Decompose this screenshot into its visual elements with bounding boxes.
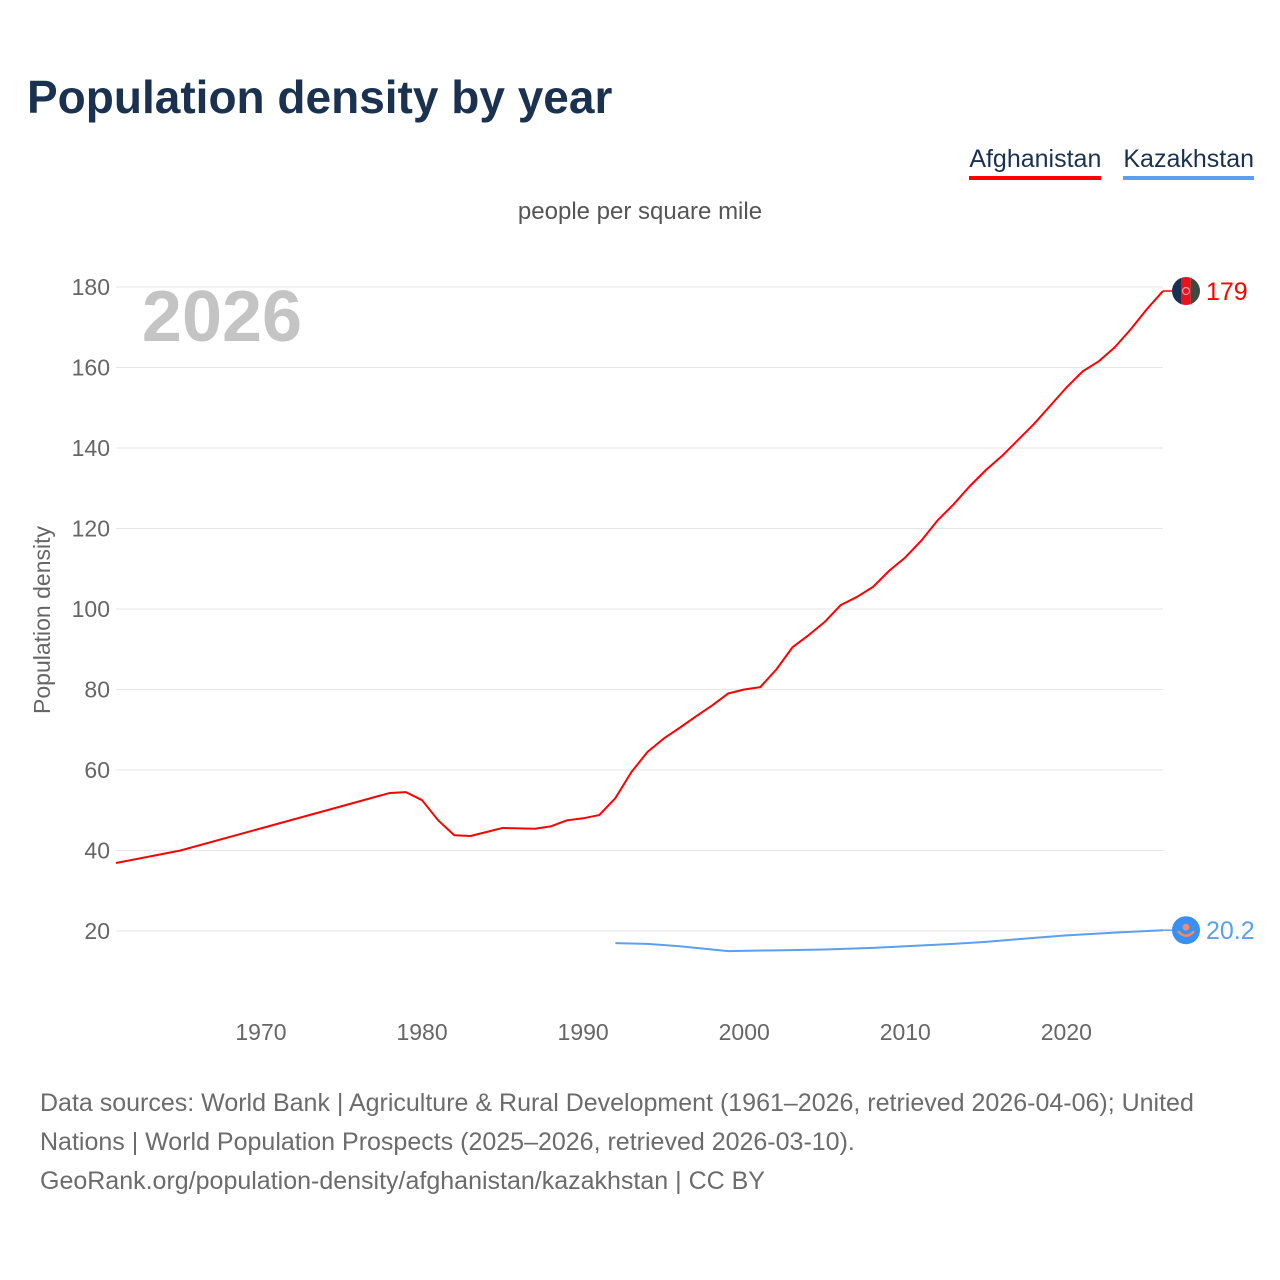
afghanistan-flag-icon [1172,277,1200,306]
series-line-kazakhstan [615,929,1164,953]
y-tick-label: 180 [72,274,110,300]
footer: Data sources: World Bank | Agriculture &… [40,1084,1250,1201]
flag-sun-icon [1182,923,1190,931]
y-tick-label: 140 [72,435,110,461]
chart-title: Population density by year [27,71,613,123]
y-tick-label: 60 [84,757,110,783]
y-tick-label: 40 [84,838,110,864]
end-value-label-afghanistan: 179 [1206,278,1248,306]
source-note: Data sources: World Bank | Agriculture &… [40,1089,1194,1156]
x-tick-label: 2020 [1041,1019,1092,1045]
flag-eagle-icon [1177,930,1195,937]
y-tick-label: 160 [72,355,110,381]
legend-item-kazakhstan[interactable]: Kazakhstan [1123,145,1254,180]
y-tick-label: 20 [84,918,110,944]
year-label: 2026 [142,277,302,357]
attribution: GeoRank.org/population-density/afghanist… [40,1167,765,1195]
legend: Afghanistan Kazakhstan [969,145,1254,180]
x-tick-label: 2000 [719,1019,770,1045]
x-tick-label: 1970 [235,1019,286,1045]
y-tick-label: 80 [84,677,110,703]
y-tick-label: 120 [72,516,110,542]
legend-item-afghanistan[interactable]: Afghanistan [969,145,1102,180]
y-tick-label: 100 [72,596,110,622]
x-tick-label: 2010 [880,1019,931,1045]
series-line-afghanistan [115,290,1164,864]
y-axis-label: Population density [29,526,55,714]
end-value-label-kazakhstan: 20.2 [1206,917,1255,945]
x-tick-label: 1980 [396,1019,447,1045]
x-tick-label: 1990 [558,1019,609,1045]
chart-subtitle: people per square mile [517,198,763,225]
